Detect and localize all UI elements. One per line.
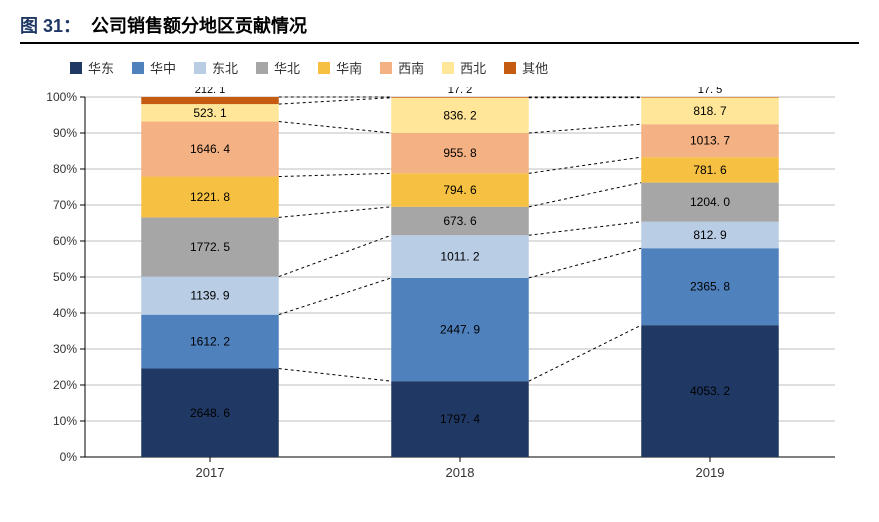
- legend-item: 华东: [70, 58, 114, 77]
- segment-value-label: 781. 6: [693, 163, 727, 177]
- figure-title-row: 图 31： 公司销售额分地区贡献情况: [20, 12, 859, 44]
- segment-value-label: 794. 6: [443, 183, 477, 197]
- segment-value-label: 2365. 8: [690, 280, 730, 294]
- bar-segment: [391, 97, 529, 98]
- segment-value-label: 1139. 9: [190, 289, 229, 303]
- legend-label: 西北: [460, 58, 486, 77]
- chart-legend: 华东 华中 东北 华北 华南 西南 西北 其他: [20, 52, 859, 87]
- y-axis-label: 80%: [53, 162, 77, 176]
- connector-line: [529, 157, 642, 173]
- connector-line: [279, 173, 392, 176]
- y-axis-label: 50%: [53, 270, 77, 284]
- segment-value-label: 212. 1: [195, 87, 226, 96]
- x-axis-category: 2019: [696, 465, 725, 480]
- chart-svg: 0% 10% 20% 30% 40% 50% 60% 70% 80% 90% 100% 2648. 6…: [30, 87, 850, 487]
- segment-value-label: 17. 2: [448, 87, 472, 96]
- legend-item: 其他: [504, 58, 548, 77]
- legend-swatch: [256, 62, 268, 74]
- connector-line: [529, 183, 642, 207]
- connector-line: [529, 248, 642, 278]
- legend-label: 东北: [212, 58, 238, 77]
- connector-line: [529, 124, 642, 133]
- connector-line: [279, 98, 392, 104]
- legend-item: 华北: [256, 58, 300, 77]
- segment-value-label: 955. 8: [443, 146, 477, 160]
- legend-label: 西南: [398, 58, 424, 77]
- segment-value-label: 1646. 4: [190, 142, 230, 156]
- legend-item: 华中: [132, 58, 176, 77]
- y-axis-label: 10%: [53, 414, 77, 428]
- legend-label: 其他: [522, 58, 548, 77]
- legend-label: 华中: [150, 58, 176, 77]
- bar-segment: [641, 97, 779, 98]
- y-axis-label: 20%: [53, 378, 77, 392]
- bar-segment: [141, 97, 279, 104]
- segment-value-label: 673. 6: [443, 214, 477, 228]
- connector-line: [529, 222, 642, 235]
- legend-label: 华东: [88, 58, 114, 77]
- x-axis-category: 2017: [196, 465, 225, 480]
- segment-value-label: 1013. 7: [690, 134, 730, 148]
- segment-value-label: 1204. 0: [690, 195, 730, 209]
- segment-value-label: 1797. 4: [440, 412, 480, 426]
- connector-line: [279, 207, 392, 218]
- stacked-bar-chart: 0% 10% 20% 30% 40% 50% 60% 70% 80% 90% 100% 2648. 6…: [30, 87, 850, 487]
- x-axis-category: 2018: [446, 465, 475, 480]
- legend-swatch: [318, 62, 330, 74]
- connector-line: [279, 369, 392, 382]
- segment-value-label: 1772. 5: [190, 240, 230, 254]
- segment-value-label: 818. 7: [693, 104, 727, 118]
- legend-item: 西北: [442, 58, 486, 77]
- y-axis-label: 70%: [53, 198, 77, 212]
- segment-value-label: 1612. 2: [190, 335, 230, 349]
- legend-item: 华南: [318, 58, 362, 77]
- figure-title: 公司销售额分地区贡献情况: [91, 12, 307, 38]
- legend-swatch: [132, 62, 144, 74]
- legend-swatch: [70, 62, 82, 74]
- legend-swatch: [194, 62, 206, 74]
- connector-line: [279, 278, 392, 315]
- legend-label: 华北: [274, 58, 300, 77]
- segment-value-label: 2447. 9: [440, 323, 480, 337]
- segment-value-label: 1011. 2: [440, 250, 479, 264]
- y-axis-label: 40%: [53, 306, 77, 320]
- y-axis-label: 60%: [53, 234, 77, 248]
- segment-value-label: 17. 5: [698, 87, 722, 96]
- segment-value-label: 1221. 8: [190, 190, 230, 204]
- segment-value-label: 836. 2: [443, 108, 477, 122]
- connector-line: [279, 122, 392, 133]
- segment-value-label: 4053. 2: [690, 384, 730, 398]
- legend-swatch: [504, 62, 516, 74]
- segment-value-label: 812. 9: [693, 228, 727, 242]
- segment-value-label: 2648. 6: [190, 406, 230, 420]
- segment-value-label: 523. 1: [193, 106, 227, 120]
- legend-swatch: [442, 62, 454, 74]
- y-axis-label: 100%: [46, 90, 77, 104]
- y-axis-label: 0%: [60, 450, 78, 464]
- legend-swatch: [380, 62, 392, 74]
- connector-line: [529, 325, 642, 381]
- figure-label: 图 31：: [20, 12, 81, 38]
- legend-item: 东北: [194, 58, 238, 77]
- y-axis-label: 30%: [53, 342, 77, 356]
- y-axis-label: 90%: [53, 126, 77, 140]
- legend-label: 华南: [336, 58, 362, 77]
- legend-item: 西南: [380, 58, 424, 77]
